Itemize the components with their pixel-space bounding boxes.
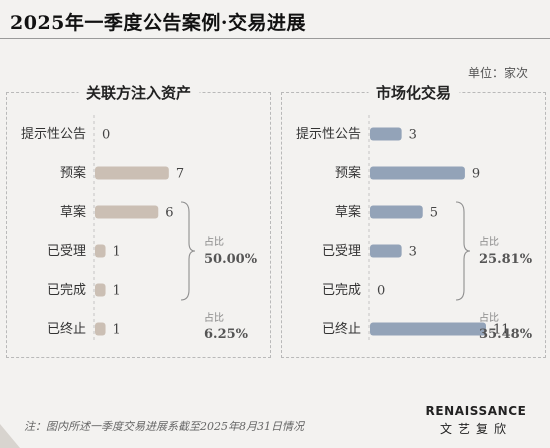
logo-main-text: RENAISSANCE [425, 404, 527, 418]
logo-sub-text: 文艺复欣 [439, 422, 512, 436]
value-label: 5 [430, 206, 438, 221]
value-label: 0 [102, 128, 110, 143]
bar [370, 205, 423, 219]
value-label: 7 [176, 167, 184, 182]
value-label: 1 [113, 245, 121, 260]
bar [95, 244, 106, 258]
value-label: 0 [377, 284, 385, 299]
category-label: 已受理 [47, 244, 86, 259]
category-label: 提示性公告 [296, 126, 361, 142]
bar [370, 322, 486, 336]
category-label: 预案 [60, 166, 86, 181]
panel-related-party: 关联方注入资产 提示性公告 0 预案 7 草案 6 已受理 1 已完成 1 已终止 1 占比 50.00%… [6, 82, 271, 358]
brand-logo: RENAISSANCE 文艺复欣 [416, 404, 536, 437]
share-value: 6.25% [204, 327, 249, 342]
share-label: 占比 [204, 235, 224, 248]
bar [95, 283, 106, 297]
share-value: 35.48% [479, 327, 533, 342]
bar [370, 244, 402, 258]
title-divider [0, 38, 550, 39]
value-label: 9 [472, 167, 480, 182]
value-label: 1 [113, 323, 121, 338]
bracket-line [455, 201, 471, 301]
share-label: 占比 [479, 311, 499, 324]
share-value: 25.81% [479, 252, 533, 267]
bar [95, 322, 106, 336]
share-value: 50.00% [204, 252, 258, 267]
category-label: 已终止 [47, 321, 86, 337]
bar [95, 205, 159, 219]
panel-title-market: 市场化交易 [367, 82, 460, 103]
category-label: 预案 [335, 166, 361, 181]
category-label: 已完成 [322, 283, 361, 298]
value-label: 3 [409, 245, 417, 260]
value-label: 11 [493, 323, 510, 338]
bracket-line [180, 201, 196, 301]
value-label: 1 [113, 284, 121, 299]
panel-market: 市场化交易 提示性公告 3 预案 9 草案 5 已受理 3 已完成 0 已终止 11 占比 25.81% 占… [281, 82, 546, 358]
unit-label: 单位：家次 [467, 66, 528, 80]
related-party-bar-chart: 提示性公告 0 预案 7 草案 6 已受理 1 已完成 1 已终止 1 占比 50.00% 占比 6.25% [21, 115, 258, 343]
category-label: 草案 [60, 205, 86, 220]
category-label: 已终止 [322, 321, 361, 337]
category-label: 已完成 [47, 283, 86, 298]
footer-decoration [0, 424, 20, 448]
share-label: 占比 [204, 311, 224, 324]
value-label: 3 [409, 128, 417, 143]
category-label: 草案 [335, 205, 361, 220]
value-label: 6 [165, 206, 173, 221]
share-label: 占比 [479, 235, 499, 248]
category-label: 已受理 [322, 244, 361, 259]
bar [370, 166, 465, 180]
panel-title-related-party: 关联方注入资产 [77, 82, 200, 103]
category-label: 提示性公告 [21, 126, 86, 142]
bar [95, 166, 169, 180]
bar [370, 127, 402, 141]
footnote: 注：图内所述一季度交易进展系截至2025年8月31日情况 [24, 420, 304, 433]
page-title: 2025年一季度公告案例·交易进展 [10, 12, 306, 34]
